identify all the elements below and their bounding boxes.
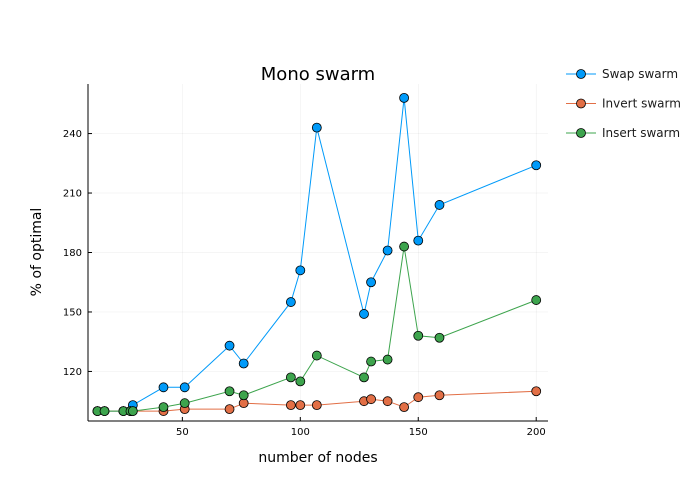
data-point <box>224 404 235 415</box>
legend-item: Swap swarm <box>566 67 678 81</box>
data-point <box>434 200 445 210</box>
data-point <box>311 122 322 133</box>
data-point <box>359 372 369 383</box>
data-point <box>413 235 424 246</box>
series-layer <box>92 92 542 416</box>
data-point <box>531 386 542 397</box>
data-point <box>127 406 138 416</box>
y-tick-label: 120 <box>63 367 82 378</box>
data-point <box>179 382 190 393</box>
y-axis-title: % of optimal <box>29 208 45 297</box>
series-insert-swarm <box>92 241 542 416</box>
data-point <box>366 277 376 288</box>
grid-layer <box>88 84 548 421</box>
data-point <box>238 390 249 401</box>
data-point <box>382 354 393 365</box>
series-line <box>97 97 537 412</box>
x-axis-title: number of nodes <box>258 450 377 466</box>
data-point <box>295 376 306 387</box>
legend: Swap swarm Invert swarm Insert swarm <box>566 67 681 140</box>
data-point <box>366 394 376 405</box>
y-tick-label: 210 <box>63 189 82 200</box>
series-swap-swarm <box>92 92 542 416</box>
x-tick-label: 150 <box>409 427 428 438</box>
data-point <box>399 241 410 252</box>
data-point <box>531 295 542 305</box>
data-point <box>434 390 445 401</box>
data-point <box>399 402 410 413</box>
y-tick-label: 240 <box>63 129 82 140</box>
legend-label: Swap swarm <box>602 67 678 81</box>
data-point <box>285 372 296 383</box>
data-point <box>99 406 110 416</box>
data-point <box>382 396 393 407</box>
data-point <box>179 398 190 409</box>
data-point <box>285 297 296 307</box>
data-point <box>158 382 169 393</box>
data-point <box>238 358 249 369</box>
data-point <box>531 160 542 171</box>
data-point <box>366 356 376 367</box>
chart-title: Mono swarm <box>261 64 375 85</box>
data-point <box>311 400 322 411</box>
y-tick-label: 180 <box>63 248 82 259</box>
x-tick-label: 100 <box>291 427 310 438</box>
x-tick-label: 200 <box>527 427 546 438</box>
legend-marker <box>576 128 586 138</box>
data-point <box>413 330 424 341</box>
legend-item: Invert swarm <box>566 97 681 111</box>
data-point <box>295 400 306 411</box>
y-tick-label: 150 <box>63 307 82 318</box>
data-point <box>285 400 296 411</box>
legend-label: Invert swarm <box>602 97 681 111</box>
data-point <box>359 309 369 319</box>
series-invert-swarm <box>92 386 542 416</box>
data-point <box>434 332 445 343</box>
legend-marker <box>576 69 586 79</box>
legend-label: Insert swarm <box>602 126 680 140</box>
data-point <box>311 350 322 361</box>
legend-item: Insert swarm <box>566 126 680 140</box>
legend-marker <box>576 98 586 109</box>
data-point <box>158 402 169 413</box>
data-point <box>295 265 306 276</box>
data-point <box>399 92 410 103</box>
data-point <box>382 245 393 256</box>
tick-layer: 50 100 150 200 120 150 180 210 240 <box>63 129 546 438</box>
data-point <box>224 386 235 397</box>
x-tick-label: 50 <box>176 427 189 438</box>
data-point <box>224 340 235 351</box>
data-point <box>413 392 424 403</box>
